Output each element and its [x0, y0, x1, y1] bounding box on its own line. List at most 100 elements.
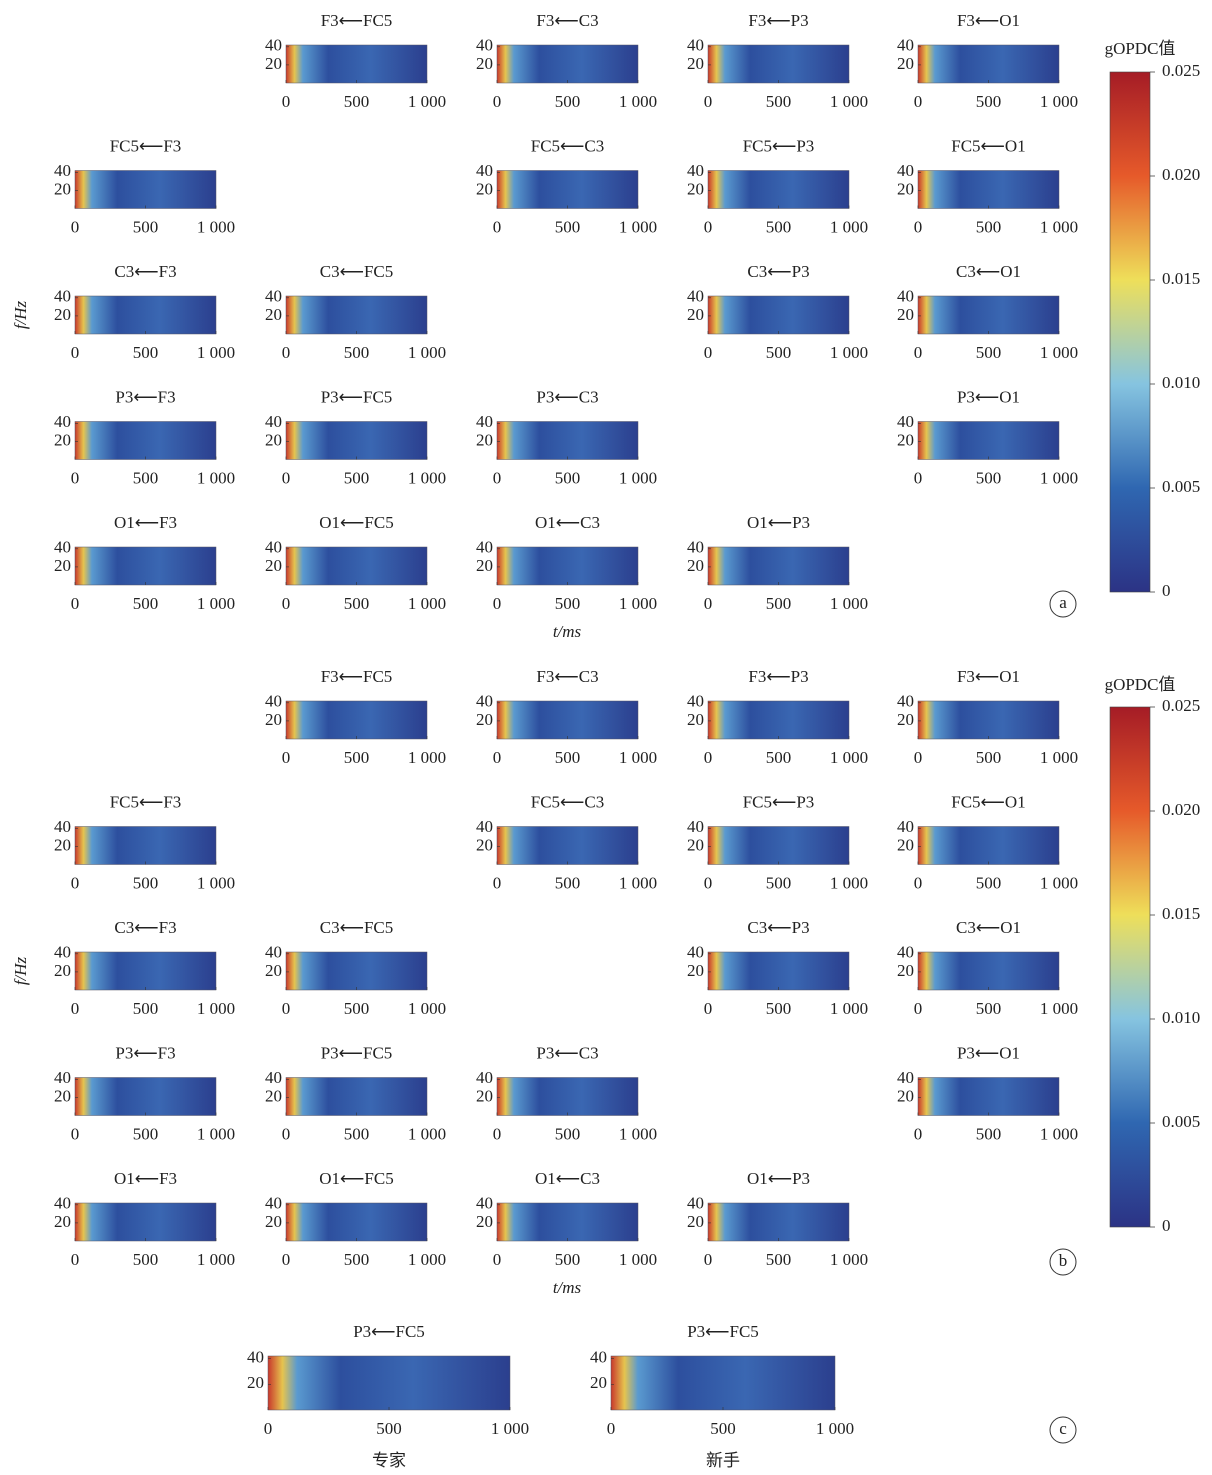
y-tick-label: 20: [897, 54, 914, 73]
x-tick-label: 0: [493, 92, 502, 111]
y-tick-label: 20: [590, 1373, 607, 1392]
x-tick-label: 0: [71, 468, 80, 487]
x-tick-label: 1 000: [408, 468, 446, 487]
x-tick-label: 500: [555, 594, 581, 613]
y-tick-label: 40: [687, 287, 704, 306]
heatmap: [611, 1356, 835, 1410]
y-tick-label: 40: [897, 287, 914, 306]
x-tick-label: 500: [344, 1124, 370, 1143]
y-tick-label: 20: [54, 835, 71, 854]
heatmap: [75, 952, 216, 990]
x-tick-label: 0: [282, 748, 291, 767]
heatmap: [918, 701, 1059, 739]
x-tick-label: 0: [282, 343, 291, 362]
heatmap: [497, 547, 638, 585]
y-tick-label: 40: [265, 36, 282, 55]
x-tick-label: 0: [71, 217, 80, 236]
x-tick-label: 0: [282, 468, 291, 487]
y-tick-label: 40: [265, 287, 282, 306]
y-tick-label: 40: [476, 1194, 493, 1213]
x-tick-label: 0: [914, 1124, 923, 1143]
y-tick-label: 40: [687, 538, 704, 557]
heatmap: [918, 171, 1059, 209]
x-tick-label: 0: [914, 999, 923, 1018]
y-tick-label: 40: [476, 692, 493, 711]
y-tick-label: 20: [897, 835, 914, 854]
panel-title: FC5⟵F3: [110, 136, 182, 155]
heatmap: [497, 422, 638, 460]
x-tick-label: 0: [914, 873, 923, 892]
x-tick-label: 500: [976, 873, 1002, 892]
x-tick-label: 1 000: [408, 343, 446, 362]
heatmap: [286, 422, 427, 460]
x-tick-label: 1 000: [816, 1419, 854, 1438]
heatmap: [75, 827, 216, 865]
y-tick-label: 40: [54, 161, 71, 180]
y-tick-label: 40: [687, 943, 704, 962]
panel-title: C3⟵F3: [114, 262, 176, 281]
heatmap: [286, 45, 427, 83]
panel-title: C3⟵P3: [747, 262, 809, 281]
y-tick-label: 40: [687, 692, 704, 711]
y-tick-label: 20: [54, 961, 71, 980]
x-tick-label: 1 000: [1040, 468, 1078, 487]
heatmap: [918, 422, 1059, 460]
x-tick-label: 500: [555, 1250, 581, 1269]
y-tick-label: 40: [247, 1347, 264, 1366]
y-tick-label: 20: [265, 1086, 282, 1105]
x-tick-label: 1 000: [1040, 748, 1078, 767]
y-tick-label: 40: [687, 36, 704, 55]
y-tick-label: 20: [897, 961, 914, 980]
x-tick-label: 0: [282, 1250, 291, 1269]
x-tick-label: 0: [493, 1250, 502, 1269]
y-tick-label: 20: [897, 710, 914, 729]
heatmap: [286, 952, 427, 990]
x-tick-label: 500: [376, 1419, 402, 1438]
colorbar-label: gOPDC值: [1105, 675, 1176, 694]
y-tick-label: 20: [687, 961, 704, 980]
x-tick-label: 0: [704, 343, 713, 362]
x-tick-label: 0: [704, 594, 713, 613]
y-tick-label: 20: [265, 430, 282, 449]
y-tick-label: 20: [265, 54, 282, 73]
x-tick-label: 500: [766, 217, 792, 236]
x-tick-label: 1 000: [408, 748, 446, 767]
heatmap: [286, 1203, 427, 1241]
x-tick-label: 1 000: [1040, 1124, 1078, 1143]
heatmap: [75, 422, 216, 460]
y-tick-label: 40: [476, 36, 493, 55]
panel-title: C3⟵FC5: [320, 262, 394, 281]
panel-title: P3⟵F3: [115, 1043, 175, 1062]
panel-title: P3⟵O1: [957, 1043, 1020, 1062]
panel-title: O1⟵FC5: [319, 1169, 393, 1188]
panel-title: P3⟵FC5: [353, 1322, 425, 1341]
heatmap: [708, 171, 849, 209]
x-tick-label: 1 000: [197, 1124, 235, 1143]
x-tick-label: 1 000: [830, 1250, 868, 1269]
x-tick-label: 0: [914, 92, 923, 111]
x-tick-label: 1 000: [619, 748, 657, 767]
x-tick-label: 1 000: [408, 1124, 446, 1143]
panel-caption: 新手: [706, 1451, 740, 1470]
x-tick-label: 500: [133, 1250, 159, 1269]
heatmap: [497, 701, 638, 739]
heatmap: [75, 171, 216, 209]
y-tick-label: 20: [476, 430, 493, 449]
heatmap: [75, 547, 216, 585]
x-tick-label: 0: [607, 1419, 616, 1438]
x-tick-label: 500: [710, 1419, 736, 1438]
colorbar-tick-label: 0.025: [1162, 696, 1200, 715]
y-tick-label: 20: [476, 835, 493, 854]
x-tick-label: 1 000: [1040, 999, 1078, 1018]
y-tick-label: 40: [897, 161, 914, 180]
x-tick-label: 0: [71, 594, 80, 613]
y-tick-label: 40: [54, 412, 71, 431]
heatmap: [286, 701, 427, 739]
x-tick-label: 1 000: [197, 999, 235, 1018]
x-tick-label: 500: [133, 468, 159, 487]
x-tick-label: 0: [71, 999, 80, 1018]
y-tick-label: 40: [897, 412, 914, 431]
heatmap: [918, 1078, 1059, 1116]
panel-title: P3⟵O1: [957, 387, 1020, 406]
panel-title: O1⟵C3: [535, 1169, 600, 1188]
